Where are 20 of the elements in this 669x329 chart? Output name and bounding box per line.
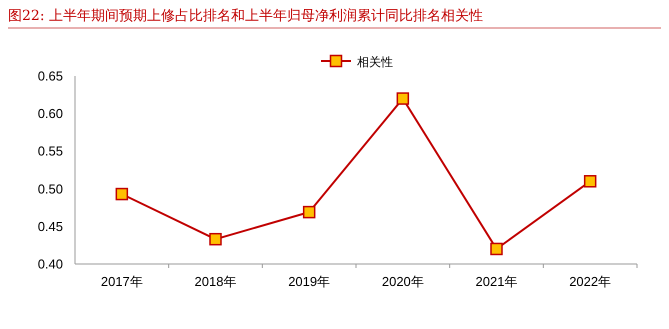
point bbox=[302, 206, 316, 218]
legend-label: 相关性 bbox=[357, 55, 393, 69]
x-tick-label: 2019年 bbox=[288, 274, 330, 289]
x-tick-label: 2021年 bbox=[476, 274, 518, 289]
y-tick-label: 0.65 bbox=[38, 68, 63, 84]
y-tick-label: 0.40 bbox=[38, 256, 63, 272]
point bbox=[584, 175, 596, 188]
chart-title: 图22: 上半年期间预期上修占比排名和上半年归母净利润累计同比排名相关性 bbox=[8, 8, 483, 24]
x-tick-label: 2017年 bbox=[100, 274, 143, 289]
point bbox=[209, 232, 222, 246]
y-tick-label: 0.55 bbox=[38, 144, 63, 159]
y-tick-label: 0.50 bbox=[38, 181, 63, 196]
point bbox=[396, 92, 410, 105]
y-tick-label: 0.60 bbox=[38, 106, 63, 122]
x-tick-label: 2020年 bbox=[382, 274, 424, 289]
x-tick-label: 2018年 bbox=[194, 274, 236, 289]
point bbox=[116, 188, 128, 200]
y-tick-label: 0.45 bbox=[38, 218, 63, 234]
x-tick-label: 2022年 bbox=[569, 274, 612, 289]
point bbox=[490, 242, 503, 256]
